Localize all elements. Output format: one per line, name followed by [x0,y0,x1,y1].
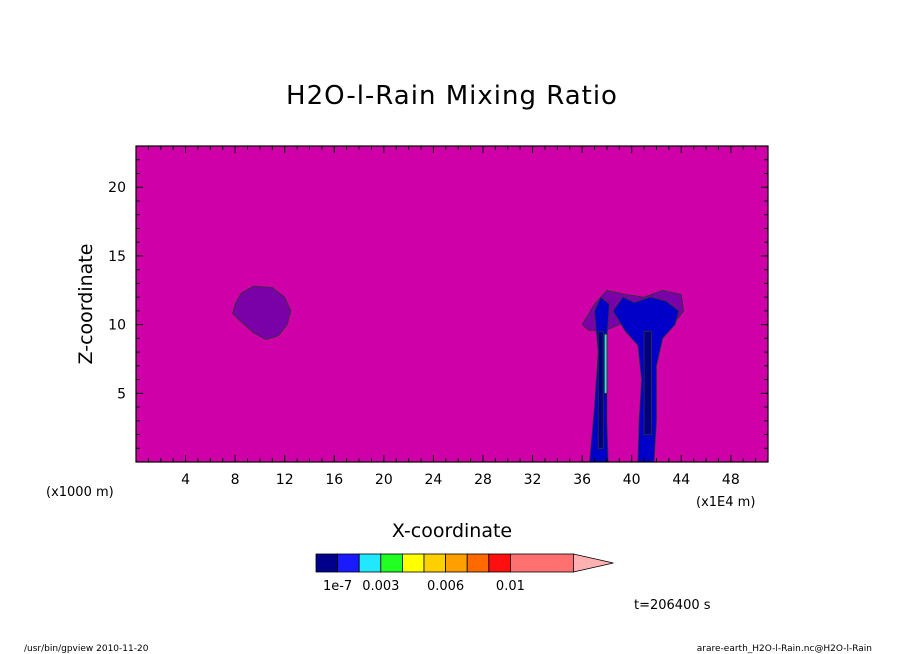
colorbar-cell [509,553,574,573]
contour-region-6 [604,333,608,394]
x-unit-left: (x1000 m) [46,485,114,500]
colorbar-labels: 1e-7 0.003 0.006 0.01 [323,579,525,594]
x-tick-label: 48 [722,472,740,488]
colorbar-extend-triangle [573,553,614,573]
x-tick-label: 28 [474,472,492,488]
x-tick-label: 40 [623,472,641,488]
contour-regions [232,285,685,463]
colorbar-cell [358,553,382,573]
colorbar-label: 0.01 [496,579,525,594]
footer-left: /usr/bin/gpview 2010-11-20 [24,644,149,654]
colorbar-label: 1e-7 [323,579,352,594]
y-tick-label: 15 [108,249,126,265]
x-tick-label: 32 [524,472,542,488]
colorbar-cell [445,553,468,573]
x-tick-label: 44 [672,472,690,488]
x-tick-label: 20 [375,472,393,488]
y-ticks: 5 10 15 20 [108,159,768,449]
contour-region-0 [232,285,292,341]
chart-title: H2O-l-Rain Mixing Ratio [286,81,618,111]
x-tick-label: 8 [231,472,240,488]
x-tick-label: 4 [181,472,190,488]
colorbar-cell [466,553,490,573]
y-tick-label: 10 [108,318,126,334]
x-unit-right: (x1E4 m) [696,495,755,510]
colorbar-cell [380,553,403,573]
footer-right: arare-earth_H2O-l-Rain.nc@H2O-l-Rain [697,644,872,654]
colorbar-cell [423,553,447,573]
colorbar [315,553,614,573]
x-tick-label: 12 [276,472,294,488]
plot-frame [135,145,769,463]
x-tick-label: 36 [573,472,591,488]
x-tick-label: 16 [325,472,343,488]
colorbar-cell [315,553,339,573]
y-tick-label: 20 [108,180,126,196]
colorbar-label: 0.003 [362,579,399,594]
y-axis-label: Z-coordinate [75,244,97,365]
contour-region-5 [643,331,652,435]
colorbar-label: 0.006 [427,579,464,594]
contour-region-4 [597,331,604,449]
colorbar-cell [337,553,360,573]
colorbar-cell [401,553,425,573]
x-ticks: 4 8 12 16 20 24 28 32 36 40 44 48 [147,146,757,488]
colorbar-cell [488,553,511,573]
time-label: t=206400 s [634,598,711,613]
x-axis-label: X-coordinate [392,520,512,542]
y-tick-label: 5 [117,386,126,402]
x-tick-label: 24 [424,472,442,488]
